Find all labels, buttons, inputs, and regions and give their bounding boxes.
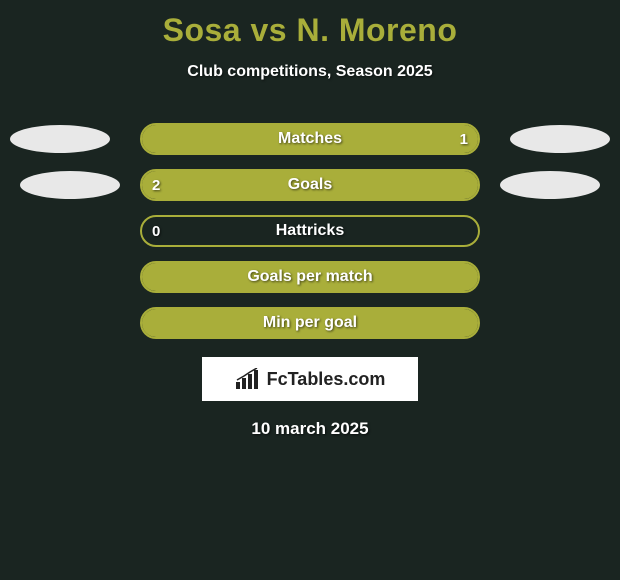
stat-bar: Min per goal xyxy=(140,307,480,339)
player-left-marker xyxy=(10,125,110,153)
player-left-marker xyxy=(20,171,120,199)
comparison-infographic: Sosa vs N. Moreno Club competitions, Sea… xyxy=(0,0,620,580)
stat-right-value xyxy=(458,309,478,337)
stats-list: Matches 1 2 Goals 0 Hattricks xyxy=(0,123,620,339)
stat-bar: 0 Hattricks xyxy=(140,215,480,247)
subtitle: Club competitions, Season 2025 xyxy=(0,63,620,81)
stat-right-value xyxy=(458,263,478,291)
stat-label: Min per goal xyxy=(142,309,478,337)
stat-right-value xyxy=(458,171,478,199)
date-label: 10 march 2025 xyxy=(0,419,620,439)
player-right-marker xyxy=(510,125,610,153)
stat-label: Goals xyxy=(142,171,478,199)
stat-right-value xyxy=(458,217,478,245)
stat-row-matches: Matches 1 xyxy=(0,123,620,155)
stat-label: Matches xyxy=(142,125,478,153)
page-title: Sosa vs N. Moreno xyxy=(0,0,620,49)
stat-label: Hattricks xyxy=(142,217,478,245)
stat-row-hattricks: 0 Hattricks xyxy=(0,215,620,247)
stat-row-goals: 2 Goals xyxy=(0,169,620,201)
stat-bar: Goals per match xyxy=(140,261,480,293)
stat-bar: Matches 1 xyxy=(140,123,480,155)
chart-icon xyxy=(235,368,261,390)
branding-text: FcTables.com xyxy=(267,369,386,390)
stat-row-goals-per-match: Goals per match xyxy=(0,261,620,293)
stat-right-value: 1 xyxy=(450,125,478,153)
stat-bar: 2 Goals xyxy=(140,169,480,201)
stat-label: Goals per match xyxy=(142,263,478,291)
branding-badge: FcTables.com xyxy=(202,357,418,401)
stat-row-min-per-goal: Min per goal xyxy=(0,307,620,339)
player-right-marker xyxy=(500,171,600,199)
